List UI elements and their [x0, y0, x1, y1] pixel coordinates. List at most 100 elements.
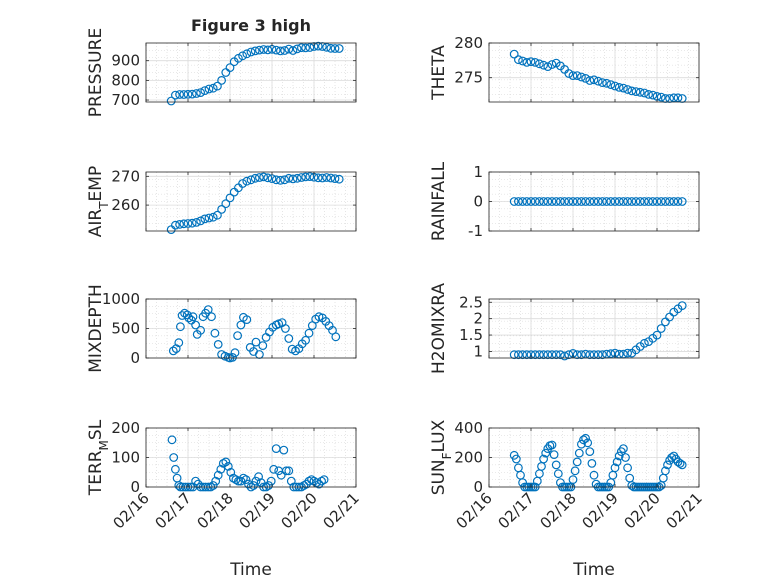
y-tick-label: 1000 — [102, 290, 140, 308]
data-point — [631, 197, 641, 206]
data-point — [271, 175, 281, 185]
data-point — [564, 350, 574, 360]
data-point — [572, 71, 582, 80]
data-point — [191, 476, 201, 486]
data-point — [322, 42, 332, 52]
data-point — [610, 463, 620, 473]
data-point — [326, 43, 336, 53]
data-point — [204, 213, 214, 223]
data-point — [556, 197, 565, 206]
y-tick-label: 200 — [454, 449, 483, 467]
data-point — [522, 197, 532, 206]
subplot-rainfall: -1 0 1 RAINFALL — [429, 161, 700, 241]
data-point — [183, 219, 193, 228]
y-axis-label: THETA — [429, 45, 449, 101]
data-point — [551, 460, 561, 470]
data-point — [623, 463, 632, 473]
data-point — [543, 350, 553, 360]
data-point — [526, 57, 536, 67]
data-point — [207, 312, 216, 322]
data-point — [644, 197, 653, 206]
data-point — [256, 478, 266, 488]
axes-box — [145, 171, 357, 232]
data-point — [665, 197, 674, 206]
y-tick-label: 275 — [454, 69, 483, 87]
data-point — [656, 324, 666, 333]
data-point — [263, 45, 273, 55]
data-point — [250, 46, 260, 56]
data-point — [191, 320, 201, 330]
data-point — [258, 341, 268, 351]
data-point — [635, 197, 645, 206]
data-point — [170, 90, 180, 100]
data-point — [669, 197, 679, 206]
data-point — [577, 439, 586, 449]
data-point — [551, 350, 561, 360]
y-tick-label: 400 — [454, 419, 483, 437]
data-point — [238, 179, 248, 188]
data-point — [334, 174, 344, 184]
data-point — [539, 197, 548, 206]
data-point — [221, 199, 231, 209]
data-point — [648, 197, 658, 206]
data-point — [627, 86, 637, 96]
data-point — [598, 197, 607, 206]
data-point — [621, 453, 630, 462]
data-point — [286, 476, 296, 486]
data-point — [539, 350, 548, 360]
data-point — [612, 457, 622, 467]
data-point — [212, 81, 222, 91]
data-point — [619, 83, 628, 93]
data-point — [168, 346, 178, 356]
data-point — [244, 479, 253, 489]
data-point — [171, 344, 181, 354]
data-point — [640, 88, 649, 98]
data-point — [522, 58, 532, 67]
data-point — [598, 350, 607, 360]
y-tick-label: 200 — [111, 419, 140, 437]
data-point — [284, 173, 294, 183]
data-point — [623, 348, 632, 358]
y-tick-label: 0 — [130, 478, 140, 496]
y-tick-label: 270 — [111, 167, 140, 185]
data-point — [263, 173, 273, 183]
data-point — [191, 217, 201, 227]
y-tick-label: 500 — [111, 320, 140, 338]
data-point — [610, 197, 620, 206]
data-point — [675, 459, 685, 468]
data-point — [511, 454, 521, 464]
data-point — [560, 351, 569, 361]
data-point — [585, 197, 595, 206]
data-point — [271, 45, 281, 55]
data-point — [264, 481, 274, 490]
data-point — [547, 197, 557, 206]
data-point — [570, 466, 580, 476]
y-tick-label: -1 — [468, 222, 483, 240]
data-point — [304, 328, 314, 338]
data-point — [619, 197, 628, 206]
data-point — [313, 173, 323, 183]
data-point — [593, 197, 603, 206]
data-point — [250, 173, 260, 183]
data-point — [572, 457, 582, 467]
data-point — [577, 72, 586, 82]
data-point — [174, 481, 184, 490]
data-point — [188, 312, 198, 322]
y-axis-label: RAINFALL — [429, 161, 449, 241]
data-point — [200, 86, 210, 95]
data-point — [281, 466, 291, 476]
data-point — [251, 476, 261, 486]
y-tick-label: 1 — [473, 342, 483, 360]
data-point — [242, 315, 252, 325]
data-point — [254, 472, 264, 482]
y-tick-label: 280 — [454, 34, 483, 52]
data-point — [564, 69, 574, 78]
data-point — [539, 60, 548, 70]
data-point — [280, 175, 290, 185]
data-point — [326, 173, 336, 183]
data-point — [535, 197, 544, 206]
data-point — [213, 340, 223, 349]
data-point — [669, 93, 679, 103]
data-point — [514, 197, 523, 206]
